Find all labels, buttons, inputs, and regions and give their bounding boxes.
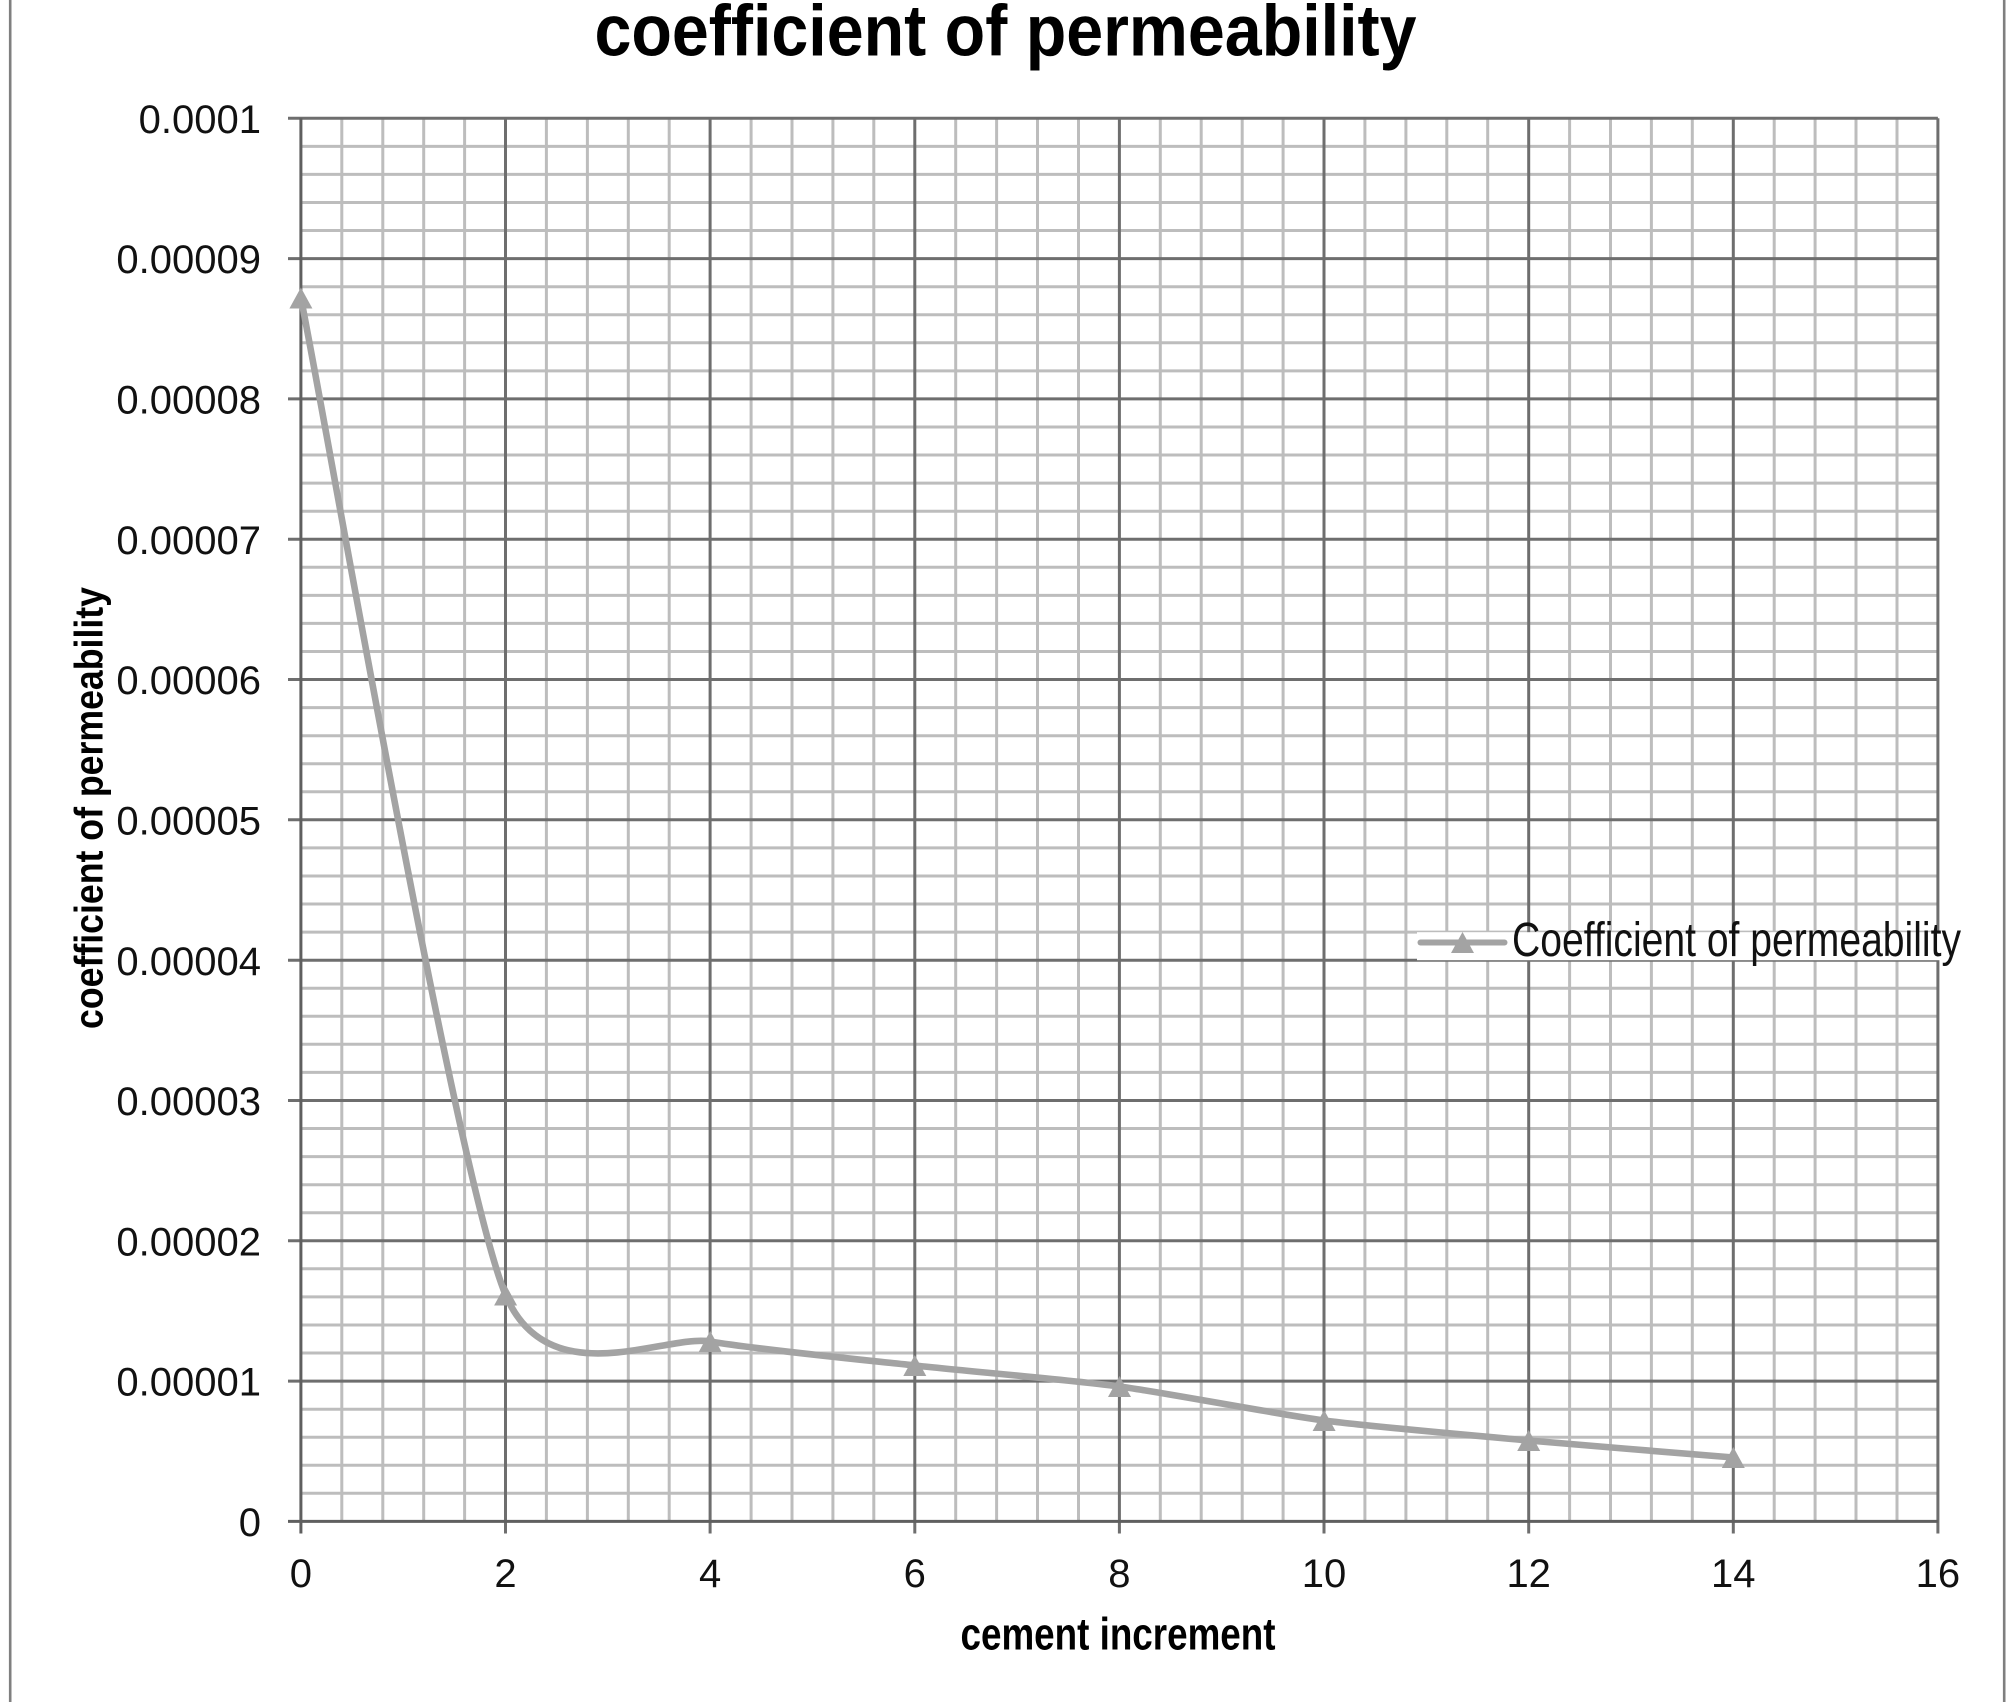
svg-text:0.00009: 0.00009 [116,238,261,282]
svg-text:Coefficient of permeability: Coefficient of permeability [1512,914,1961,967]
svg-text:0.00001: 0.00001 [116,1361,261,1405]
svg-text:coefficient of permeability: coefficient of permeability [68,586,112,1029]
svg-text:0.00004: 0.00004 [116,940,261,984]
svg-text:14: 14 [1711,1552,1756,1596]
svg-text:0.00003: 0.00003 [116,1080,261,1124]
svg-text:0.0001: 0.0001 [139,98,261,142]
svg-text:0.00008: 0.00008 [116,379,261,423]
svg-text:cement increment: cement increment [961,1609,1276,1660]
svg-text:10: 10 [1302,1552,1347,1596]
svg-text:0.00007: 0.00007 [116,519,261,563]
svg-text:8: 8 [1108,1552,1130,1596]
svg-text:12: 12 [1506,1552,1551,1596]
svg-text:0.00006: 0.00006 [116,659,261,703]
svg-text:4: 4 [699,1552,721,1596]
svg-text:16: 16 [1916,1552,1961,1596]
svg-text:2: 2 [494,1552,516,1596]
svg-text:6: 6 [904,1552,926,1596]
svg-text:0.00005: 0.00005 [116,799,261,843]
svg-text:0: 0 [239,1501,261,1545]
svg-text:0: 0 [290,1552,312,1596]
svg-text:0.00002: 0.00002 [116,1220,261,1264]
svg-text:coefficient of permeability: coefficient of permeability [595,0,1417,72]
